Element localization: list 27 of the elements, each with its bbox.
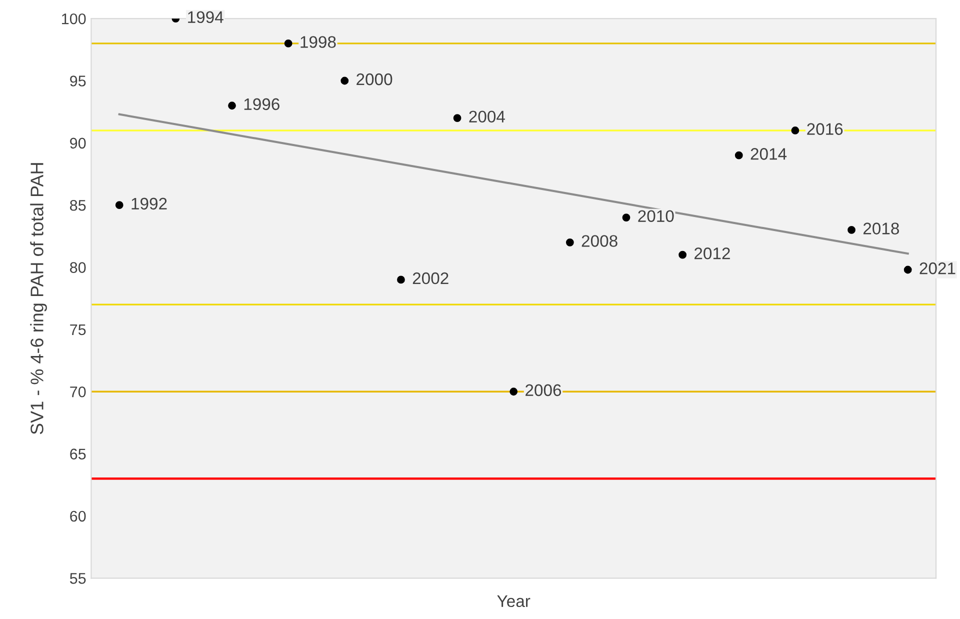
y-tick-label: 65 [70, 448, 86, 460]
annotation: 2000 [356, 73, 392, 86]
y-tick-label: 100 [62, 13, 86, 24]
annotation: 2012 [694, 248, 730, 260]
y-tick-label: 75 [70, 324, 86, 336]
y-tick-label: 55 [70, 573, 86, 584]
annotation: 1992 [132, 198, 167, 210]
y-axis-title: SV1 - % 4-6 ring PAH of total PAH [30, 163, 47, 434]
x-axis-title: Year [497, 595, 530, 608]
annotation: 2016 [807, 123, 843, 135]
annotation: 2018 [863, 222, 899, 234]
y-tick-label: 95 [70, 76, 86, 86]
annotation: 1996 [244, 98, 280, 110]
annotation: 2002 [412, 272, 448, 284]
annotation: 2014 [750, 148, 787, 160]
y-tick-label: 80 [70, 262, 86, 273]
annotation: 1994 [188, 11, 224, 24]
annotation: 2006 [526, 384, 562, 396]
annotation: 2004 [469, 110, 505, 123]
y-tick-label: 70 [70, 386, 86, 398]
annotation: 2010 [638, 210, 674, 222]
y-tick-label: 60 [70, 510, 86, 522]
y-tick-label: 90 [70, 138, 86, 149]
annotation: 1998 [300, 36, 336, 48]
annotation: 2021 [920, 262, 956, 274]
annotation: 2008 [582, 235, 618, 247]
y-tick-label: 85 [70, 200, 86, 211]
